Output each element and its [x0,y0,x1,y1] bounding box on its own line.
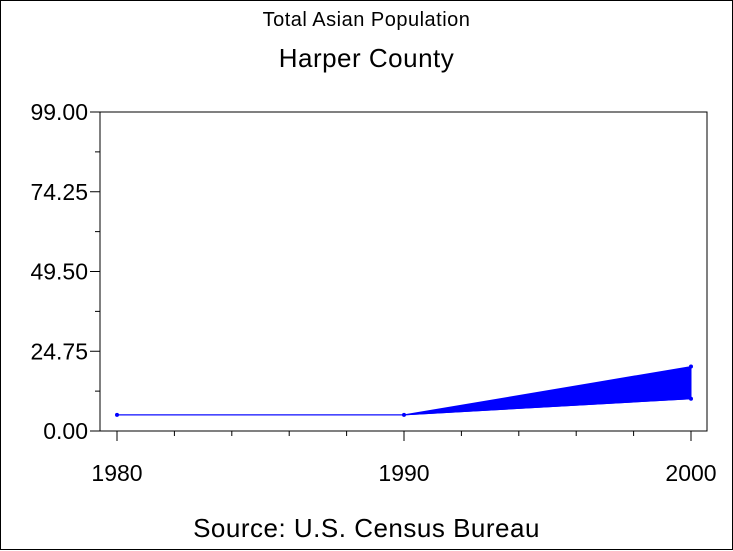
x-tick-label: 1980 [91,460,142,486]
y-tick-label: 0.00 [43,418,88,444]
x-tick-label: 1990 [378,460,429,486]
data-point [115,412,119,417]
x-tick-label: 2000 [665,460,716,486]
y-tick-label: 49.50 [30,259,88,285]
source-footnote: Source: U.S. Census Bureau [193,513,540,543]
chart-subtitle: Harper County [278,43,455,73]
y-tick-label: 24.75 [30,338,88,364]
data-point [402,412,406,417]
data-point-upper [689,364,693,369]
y-tick-label: 99.00 [30,99,88,125]
chart-title: Total Asian Population [262,9,471,31]
data-point [689,396,693,401]
series-group [115,364,693,417]
series-band [117,365,692,416]
x-axis: 1980 1990 2000 [91,431,717,486]
y-axis: 0.00 24.75 49.50 74.25 99.00 [30,99,100,444]
y-tick-label: 74.25 [30,179,88,205]
